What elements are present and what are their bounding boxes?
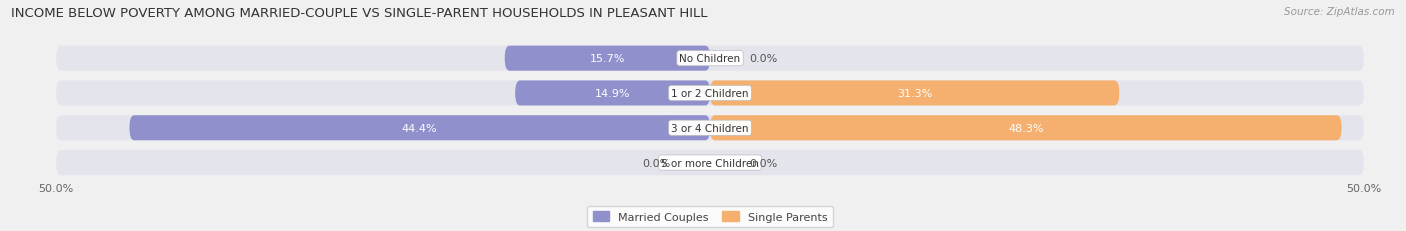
Text: 1 or 2 Children: 1 or 2 Children: [671, 88, 749, 99]
Legend: Married Couples, Single Parents: Married Couples, Single Parents: [588, 206, 832, 227]
Text: 0.0%: 0.0%: [643, 158, 671, 168]
Text: 14.9%: 14.9%: [595, 88, 630, 99]
Text: 15.7%: 15.7%: [589, 54, 626, 64]
FancyBboxPatch shape: [56, 150, 1364, 175]
FancyBboxPatch shape: [56, 116, 1364, 141]
Text: 44.4%: 44.4%: [402, 123, 437, 133]
Text: 0.0%: 0.0%: [749, 54, 778, 64]
Text: 5 or more Children: 5 or more Children: [661, 158, 759, 168]
Text: 0.0%: 0.0%: [749, 158, 778, 168]
Text: No Children: No Children: [679, 54, 741, 64]
Text: 48.3%: 48.3%: [1008, 123, 1043, 133]
FancyBboxPatch shape: [129, 116, 710, 141]
Text: 3 or 4 Children: 3 or 4 Children: [671, 123, 749, 133]
Text: 31.3%: 31.3%: [897, 88, 932, 99]
Text: INCOME BELOW POVERTY AMONG MARRIED-COUPLE VS SINGLE-PARENT HOUSEHOLDS IN PLEASAN: INCOME BELOW POVERTY AMONG MARRIED-COUPL…: [11, 7, 707, 20]
FancyBboxPatch shape: [505, 46, 710, 71]
FancyBboxPatch shape: [710, 81, 1119, 106]
FancyBboxPatch shape: [56, 81, 1364, 106]
FancyBboxPatch shape: [515, 81, 710, 106]
FancyBboxPatch shape: [56, 46, 1364, 71]
Text: Source: ZipAtlas.com: Source: ZipAtlas.com: [1284, 7, 1395, 17]
FancyBboxPatch shape: [710, 116, 1341, 141]
